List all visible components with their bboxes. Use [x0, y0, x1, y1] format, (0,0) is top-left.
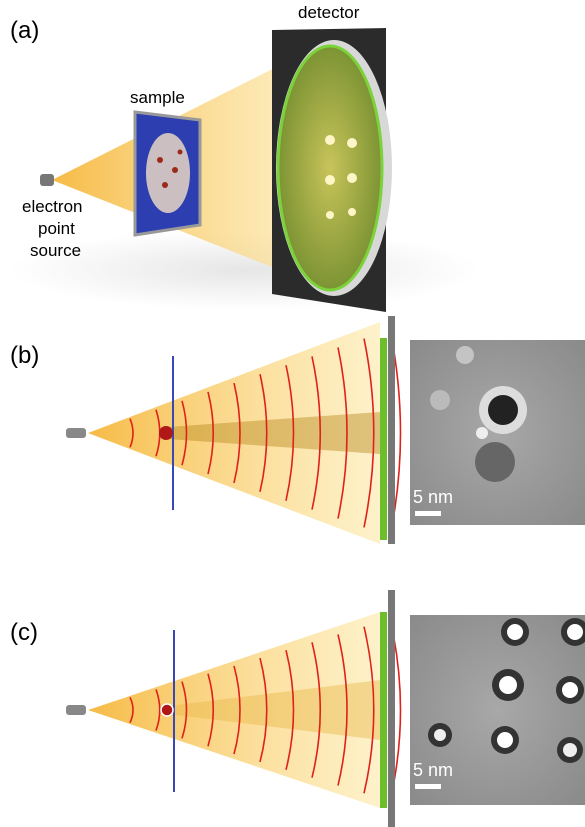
figure: (a) detector sample electron point sourc…: [0, 0, 585, 827]
detector-screen: [278, 46, 382, 290]
sample-hole: [146, 133, 190, 213]
electron-source: [66, 705, 86, 715]
electron-source: [66, 428, 86, 438]
molecule: [161, 704, 173, 716]
source-label: point: [38, 219, 75, 238]
scale-bar-label: 5 nm: [413, 487, 453, 507]
detector-plate: [388, 316, 395, 544]
detector-plate: [388, 590, 395, 827]
source-label: source: [30, 241, 81, 260]
scale-bar-label: 5 nm: [413, 760, 453, 780]
panel-label: (b): [10, 342, 39, 369]
scale-bar: [415, 784, 441, 789]
scale-bar: [415, 511, 441, 516]
panel-label: (c): [10, 619, 38, 646]
detector-label: detector: [298, 3, 360, 22]
sample-label: sample: [130, 88, 185, 107]
molecule: [159, 426, 173, 440]
panel-label: (a): [10, 17, 39, 44]
detector-screen: [380, 612, 387, 808]
detector-screen: [380, 338, 387, 540]
source-label: electron: [22, 197, 82, 216]
electron-source: [40, 174, 54, 186]
page: (a) detector sample electron point sourc…: [0, 0, 585, 827]
